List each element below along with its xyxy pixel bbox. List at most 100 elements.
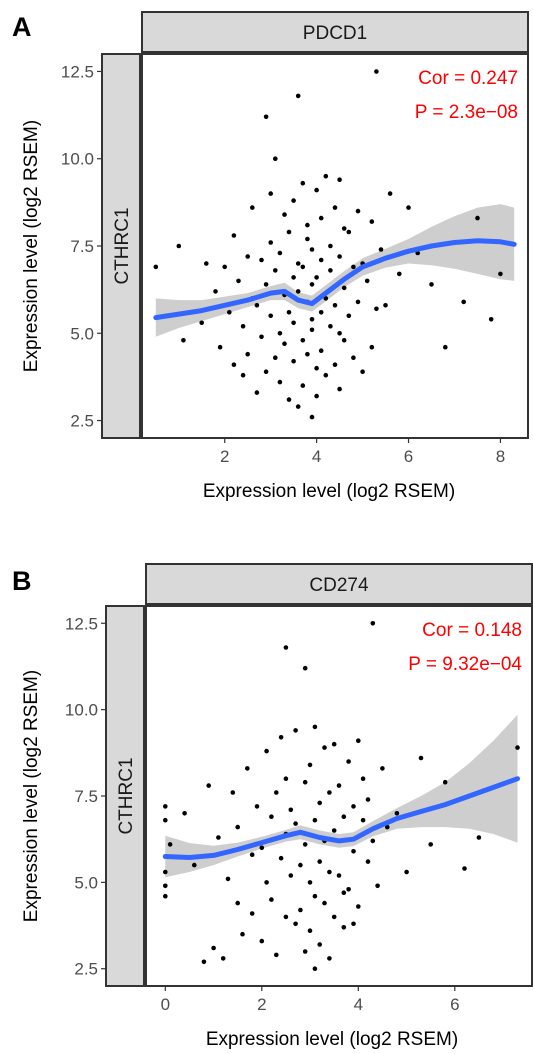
data-point: [288, 873, 294, 878]
data-point: [282, 212, 287, 217]
data-point: [268, 240, 274, 245]
data-point: [331, 828, 337, 833]
y-tick-label: 2.5: [74, 960, 98, 979]
data-point: [312, 966, 318, 971]
data-point: [317, 859, 323, 864]
plot-area: 2 4 6 8 2.5 5.0 7.5 10.0 12.5 Cor = 0.247 P = 2.3e…: [61, 53, 529, 466]
y-tick-label: 2.5: [70, 412, 94, 431]
data-point: [314, 365, 319, 371]
x-tick-label: 6: [404, 447, 413, 466]
data-point: [317, 800, 323, 806]
data-point: [337, 254, 342, 259]
data-point: [274, 952, 279, 958]
data-point: [153, 264, 159, 270]
data-point: [317, 942, 323, 947]
data-point: [305, 222, 310, 228]
data-point: [341, 925, 347, 930]
data-point: [322, 900, 327, 906]
data-point: [263, 282, 269, 287]
data-point: [298, 862, 303, 868]
data-point: [397, 271, 402, 277]
data-point: [274, 790, 279, 795]
data-point: [283, 645, 289, 650]
data-point: [277, 331, 283, 336]
data-point: [331, 914, 337, 920]
data-point: [378, 247, 384, 252]
y-tick-label: 5.0: [70, 324, 94, 343]
y-tick-label: 12.5: [65, 614, 98, 633]
data-point: [206, 783, 211, 788]
x-tick-label: 6: [450, 995, 459, 1014]
data-point: [286, 397, 292, 402]
data-point: [254, 804, 260, 809]
data-point: [332, 303, 338, 308]
data-point: [336, 873, 342, 878]
data-point: [394, 811, 400, 816]
column-strip: [145, 563, 533, 605]
data-point: [346, 313, 352, 319]
data-point: [268, 313, 274, 319]
data-point: [351, 804, 356, 809]
data-point: [235, 900, 240, 906]
data-point: [283, 776, 289, 781]
data-point: [295, 93, 301, 99]
panel-border: [141, 53, 529, 439]
data-point: [264, 748, 269, 754]
data-point: [323, 173, 329, 179]
data-point: [264, 880, 269, 885]
x-axis-title: Expression level (log2 RSEM): [203, 481, 455, 502]
data-point: [360, 817, 366, 823]
data-point: [211, 945, 216, 951]
data-point: [250, 205, 255, 210]
data-point: [278, 855, 284, 861]
data-point: [240, 372, 246, 378]
data-point: [323, 296, 329, 301]
data-point: [302, 779, 308, 785]
data-point: [351, 849, 356, 854]
data-point: [332, 362, 338, 368]
data-point: [240, 324, 246, 329]
confidence-band: [165, 714, 518, 878]
data-point: [295, 289, 301, 294]
data-point: [277, 250, 283, 256]
fit-line: [153, 238, 517, 321]
data-point: [288, 807, 294, 813]
data-point: [163, 817, 168, 823]
data-point: [230, 790, 236, 795]
data-point: [475, 215, 480, 221]
data-point: [337, 386, 342, 392]
row-strip: [101, 53, 141, 439]
data-point: [302, 665, 308, 671]
fit-line: [162, 776, 520, 860]
data-point: [476, 835, 482, 840]
x-tick-label: 4: [312, 447, 321, 466]
data-point: [199, 320, 204, 326]
data-point: [309, 414, 315, 420]
data-point: [213, 289, 218, 294]
data-point: [181, 338, 186, 343]
y-tick-label: 10.0: [65, 701, 98, 720]
y-tick-label: 12.5: [61, 62, 94, 81]
data-point: [295, 404, 301, 409]
data-point: [328, 243, 333, 249]
column-strip: [141, 11, 529, 53]
data-point: [365, 797, 371, 802]
data-point: [291, 358, 296, 364]
x-tick-label: 8: [496, 447, 505, 466]
data-point: [346, 229, 352, 235]
y-axis-title: Expression level (log2 RSEM): [21, 120, 42, 372]
data-point: [323, 372, 329, 378]
p-value-label: P = 2.3e−08: [415, 102, 518, 123]
data-point: [259, 845, 265, 851]
data-point: [356, 904, 361, 909]
x-tick-label: 0: [161, 995, 170, 1014]
x-tick-label: 2: [220, 447, 229, 466]
data-point: [360, 776, 366, 781]
data-point: [307, 928, 313, 933]
panel-letter: A: [12, 12, 32, 42]
data-point: [307, 762, 313, 768]
y-tick-label: 10.0: [61, 150, 94, 169]
data-point: [406, 205, 411, 210]
data-point: [283, 914, 289, 920]
data-point: [278, 735, 284, 740]
